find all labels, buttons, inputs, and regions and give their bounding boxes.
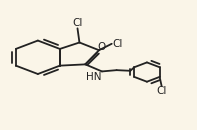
Text: O: O [98, 42, 106, 52]
Text: Cl: Cl [72, 18, 83, 28]
Text: Cl: Cl [156, 86, 167, 96]
Text: Cl: Cl [112, 39, 123, 49]
Text: HN: HN [86, 72, 101, 82]
